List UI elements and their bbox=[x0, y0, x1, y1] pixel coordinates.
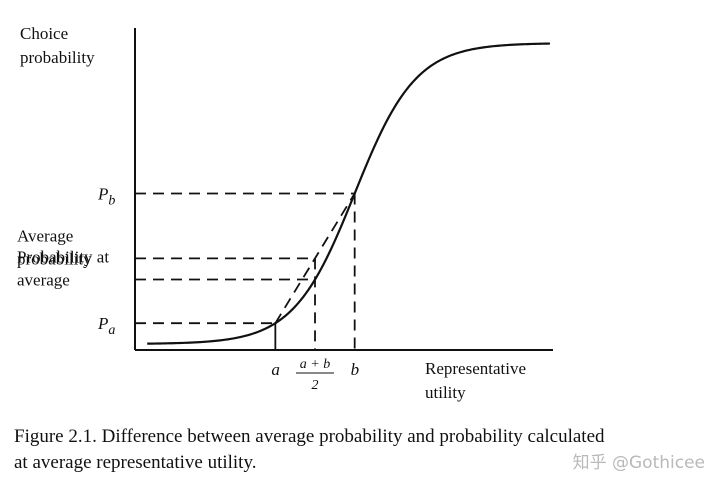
y-axis-label-line: probability bbox=[20, 48, 95, 67]
y-axis-label-line: Choice bbox=[20, 24, 68, 43]
y-tick-label-sub: b bbox=[108, 194, 115, 209]
x-tick-label-denominator: 2 bbox=[312, 378, 319, 393]
x-tick-label-numerator: a + b bbox=[300, 357, 330, 372]
watermark: 知乎 @Gothicee bbox=[572, 453, 705, 473]
x-axis-label-line: Representative bbox=[425, 359, 526, 378]
logistic-curve bbox=[147, 42, 550, 345]
curve-layer bbox=[147, 42, 550, 345]
caption-line-1: Figure 2.1. Difference between average p… bbox=[14, 426, 605, 447]
axis-labels: Choice probability Representative utility Pb… bbox=[17, 24, 526, 402]
y-tick-label-line: Probability at bbox=[17, 248, 109, 267]
x-axis-label-line: utility bbox=[425, 383, 466, 402]
y-tick-label: Pa bbox=[97, 314, 115, 338]
y-tick-label-main: P bbox=[97, 314, 108, 333]
y-tick-label-line: average bbox=[17, 271, 70, 290]
axes bbox=[134, 28, 553, 351]
y-tick-label-sub: a bbox=[108, 323, 115, 338]
y-tick-label-main: P bbox=[97, 185, 108, 204]
caption-line-2: at average representative utility. bbox=[14, 452, 257, 473]
figure-caption: Figure 2.1. Difference between average p… bbox=[14, 424, 714, 476]
y-tick-label-line: Average bbox=[17, 226, 73, 245]
x-tick-label: a bbox=[271, 360, 280, 379]
dashed-guides bbox=[135, 192, 356, 350]
y-tick-label-line: probability bbox=[17, 249, 92, 268]
y-tick-label: Pb bbox=[97, 185, 115, 209]
x-tick-label: b bbox=[351, 360, 360, 379]
